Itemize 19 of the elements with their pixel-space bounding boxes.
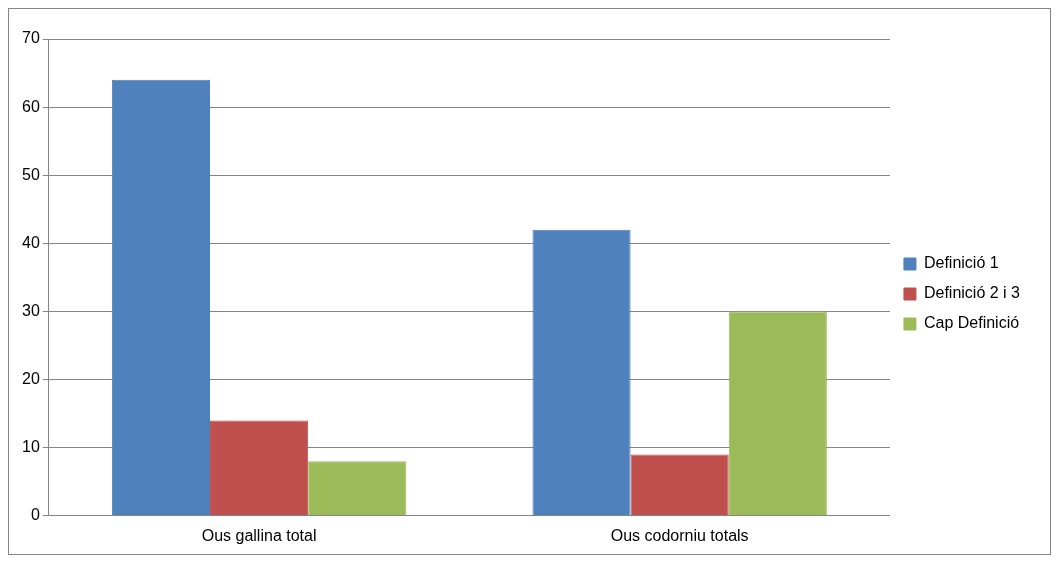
y-tick-label: 60 <box>22 97 40 115</box>
y-tick-label: 50 <box>22 165 40 183</box>
y-tick-label: 10 <box>22 438 40 456</box>
y-tick-label: 20 <box>22 369 40 387</box>
x-tick-label: Ous codorniu totals <box>610 526 749 544</box>
legend-label: Definició 2 i 3 <box>923 284 1021 302</box>
bar <box>111 79 211 516</box>
bar <box>728 311 827 516</box>
y-tick-label: 70 <box>22 29 40 47</box>
legend-label: Definició 1 <box>923 254 999 272</box>
x-tick-label: Ous gallina total <box>201 526 317 544</box>
y-tick-label: 0 <box>30 506 40 524</box>
bar <box>210 420 309 516</box>
bar <box>630 454 729 516</box>
bar <box>532 229 631 516</box>
y-tick-label: 30 <box>22 301 40 319</box>
legend-label: Cap Definició <box>923 314 1020 332</box>
bar <box>308 461 407 516</box>
y-tick-label: 40 <box>22 233 40 251</box>
